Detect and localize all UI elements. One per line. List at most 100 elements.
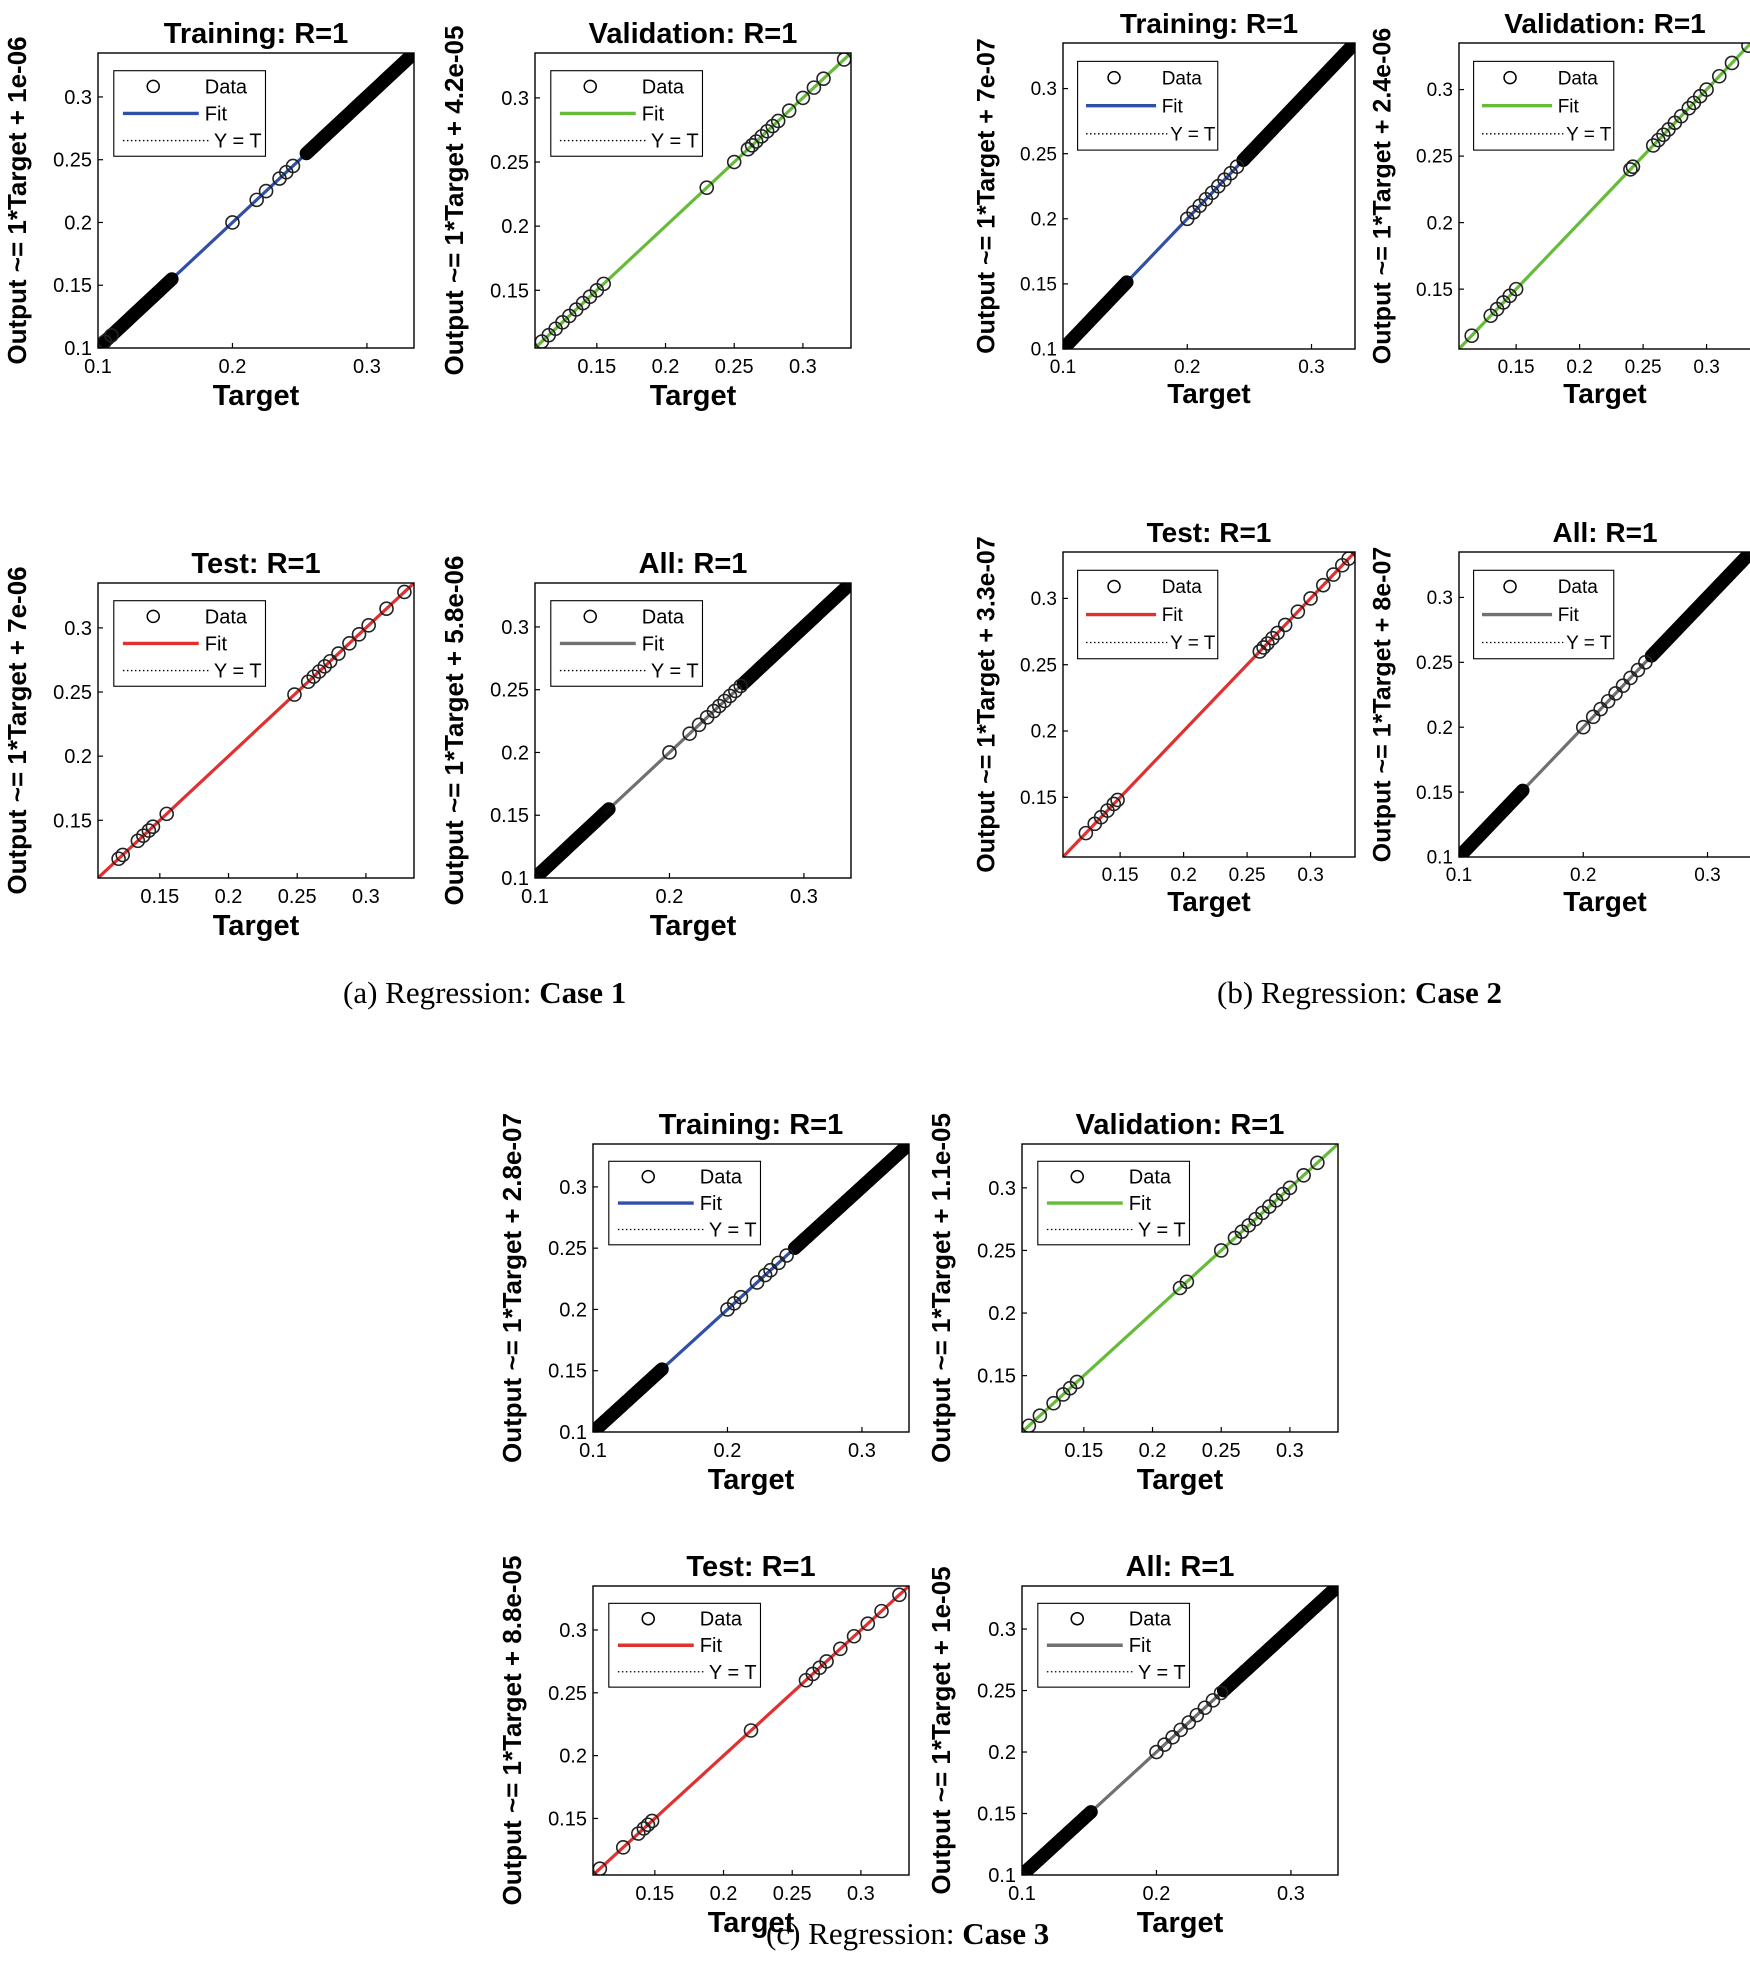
data-point — [655, 1362, 669, 1376]
x-axis-label: Target — [708, 1907, 795, 1939]
axes-frame — [592, 1143, 910, 1433]
axes-frame — [1062, 42, 1356, 350]
y-tick-label: 0.15 — [53, 275, 92, 297]
data-point — [287, 687, 302, 702]
data-point — [1711, 68, 1727, 84]
data-point — [1118, 276, 1133, 291]
data-point — [816, 71, 831, 86]
data-point — [136, 828, 151, 843]
y-tick-label: 0.2 — [1031, 722, 1057, 743]
x-axis-label: Target — [1563, 378, 1647, 409]
legend: Data Fit Y = T — [550, 600, 704, 687]
data-point — [652, 1364, 667, 1379]
data-point — [1738, 552, 1750, 565]
y-tick-label: 0.25 — [53, 150, 92, 172]
data-point — [1189, 1707, 1205, 1723]
y-tick-label: 0.3 — [1427, 80, 1453, 101]
data-point — [717, 693, 732, 709]
data-point — [161, 275, 175, 290]
legend-yt-label: Y = T — [1170, 124, 1216, 145]
y-tick-label: 0.1 — [988, 1865, 1016, 1887]
data-point — [1032, 1408, 1048, 1424]
legend: Data Fit Y = T — [1037, 1160, 1191, 1246]
data-point — [1656, 127, 1671, 143]
x-tick-label: 0.15 — [1102, 865, 1139, 886]
y-tick-label: 0.25 — [977, 1240, 1016, 1262]
data-point — [249, 192, 264, 208]
x-axis-label: Target — [1167, 886, 1251, 917]
data-point — [111, 851, 126, 867]
data-point — [1514, 784, 1529, 799]
plot-area — [1022, 1144, 1338, 1432]
x-tick-label: 0.25 — [715, 356, 754, 378]
x-tick-label: 0.15 — [635, 1883, 674, 1905]
data-point — [1046, 1395, 1061, 1411]
chart-title: Training: R=1 — [659, 1109, 844, 1141]
data-point — [726, 154, 742, 170]
data-point — [258, 183, 274, 199]
data-point — [1651, 132, 1666, 148]
chart-panel: Test: R=1 Target Output ~= 1*Target + 3.3e… — [973, 517, 1356, 917]
data-point — [600, 803, 615, 818]
chart-title: Training: R=1 — [1120, 8, 1298, 39]
axes-frame — [592, 1585, 910, 1876]
chart-title: Validation: R=1 — [1504, 8, 1706, 39]
y-axis-label: Output ~= 1*Target + 8e-07 — [1369, 547, 1397, 863]
x-tick-label: 0.1 — [521, 886, 549, 908]
data-point — [1342, 43, 1355, 56]
chart-panel: Training: R=1 Target Output ~= 1*Target + … — [2, 18, 415, 412]
y-tick-label: 0.25 — [977, 1681, 1016, 1703]
data-point — [1069, 1374, 1085, 1390]
legend-data-label: Data — [1558, 577, 1599, 598]
data-point — [1600, 693, 1616, 709]
data-point — [1303, 591, 1318, 606]
y-axis-label: Output ~= 1*Target + 5.8e-06 — [439, 556, 469, 906]
chart-panel: Training: R=1 Target Output ~= 1*Target + … — [497, 1109, 910, 1496]
y-tick-label: 0.1 — [1427, 848, 1453, 869]
x-tick-label: 0.25 — [1202, 1440, 1241, 1462]
data-point — [1630, 662, 1646, 678]
legend-fit-label: Fit — [1558, 96, 1580, 117]
y-axis-label: Output ~= 1*Target + 3.3e-07 — [973, 536, 1001, 872]
data-point — [1743, 552, 1750, 560]
data-point — [351, 627, 367, 642]
y-tick-label: 0.15 — [977, 1366, 1016, 1388]
data-point — [1638, 655, 1653, 670]
legend-fit-label: Fit — [1558, 605, 1580, 626]
data-point — [898, 1144, 909, 1155]
data-point — [1084, 1805, 1098, 1819]
data-point — [733, 1289, 749, 1305]
legend-fit-label: Fit — [642, 633, 665, 655]
data-point — [1179, 1274, 1195, 1290]
data-point — [1724, 55, 1740, 71]
x-axis-label: Target — [1563, 886, 1647, 917]
data-point — [781, 103, 797, 119]
legend: Data Fit Y = T — [608, 1160, 762, 1246]
data-point — [1116, 278, 1131, 293]
legend-data-marker — [146, 79, 160, 94]
data-point — [145, 819, 161, 834]
y-axis-label: Output ~= 1*Target + 2.4e-06 — [1369, 28, 1397, 364]
data-point — [1106, 796, 1122, 812]
chart-panel: Test: R=1 Target Output ~= 1*Target + 8.8e… — [497, 1551, 910, 1939]
data-point — [1078, 825, 1094, 841]
data-point — [406, 53, 414, 61]
y-tick-label: 0.3 — [559, 1177, 587, 1199]
axes-frame — [1021, 1585, 1339, 1876]
data-point — [1625, 159, 1641, 175]
data-point — [1119, 275, 1134, 290]
x-tick-label: 0.1 — [1446, 865, 1472, 886]
x-tick-label: 0.15 — [1498, 357, 1535, 378]
data-point — [162, 274, 177, 289]
x-tick-label: 0.2 — [219, 356, 247, 378]
data-point — [1585, 709, 1601, 725]
legend-data-marker — [583, 79, 597, 94]
data-point — [653, 1363, 668, 1378]
y-tick-label: 0.3 — [559, 1620, 587, 1642]
y-axis-label: Output ~= 1*Target + 4.2e-05 — [439, 26, 469, 376]
y-tick-label: 0.25 — [1020, 144, 1057, 165]
data-point — [163, 273, 178, 288]
data-point — [1165, 1729, 1180, 1745]
chart-title: All: R=1 — [1552, 517, 1657, 548]
data-point — [838, 583, 851, 596]
